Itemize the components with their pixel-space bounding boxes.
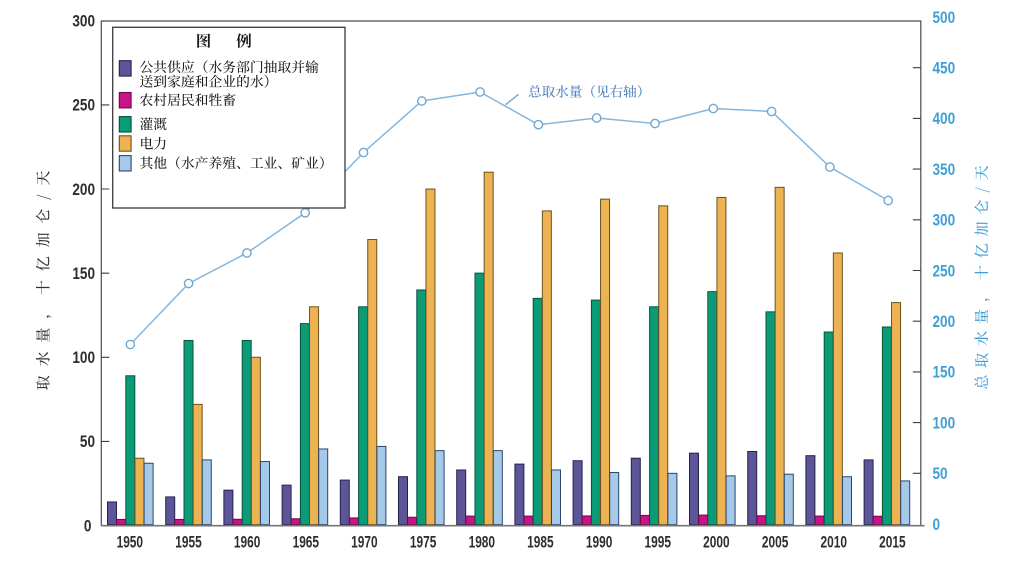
svg-text:150: 150 (933, 363, 956, 382)
svg-text:300: 300 (72, 12, 95, 31)
svg-text:图: 图 (196, 30, 212, 52)
svg-text:50: 50 (933, 465, 948, 484)
svg-text:总取水量，十亿加仑/天: 总取水量，十亿加仑/天 (971, 158, 992, 389)
svg-text:取水量，十亿加仑/天: 取水量，十亿加仑/天 (33, 162, 54, 390)
svg-text:200: 200 (72, 180, 95, 199)
svg-text:500: 500 (933, 8, 956, 27)
svg-text:2015: 2015 (879, 534, 905, 553)
svg-text:1985: 1985 (527, 534, 553, 553)
svg-text:其他（水产养殖、工业、矿业）: 其他（水产养殖、工业、矿业） (140, 152, 333, 172)
svg-text:0: 0 (84, 517, 92, 536)
svg-text:200: 200 (933, 313, 956, 332)
svg-text:例: 例 (236, 30, 252, 52)
svg-text:300: 300 (933, 211, 956, 230)
svg-text:电力: 电力 (140, 132, 168, 152)
svg-text:50: 50 (80, 433, 95, 452)
svg-text:总取水量（见右轴）: 总取水量（见右轴） (528, 81, 650, 101)
svg-text:农村居民和牲畜: 农村居民和牲畜 (140, 89, 237, 109)
svg-text:250: 250 (933, 262, 956, 281)
svg-text:公共供应（水务部门抽取并输: 公共供应（水务部门抽取并输 (140, 56, 320, 76)
svg-text:350: 350 (933, 161, 956, 180)
svg-text:1950: 1950 (117, 534, 143, 553)
svg-text:150: 150 (72, 265, 95, 284)
svg-text:1995: 1995 (644, 534, 670, 553)
svg-text:1965: 1965 (293, 534, 319, 553)
svg-text:2005: 2005 (762, 534, 788, 553)
svg-text:100: 100 (933, 414, 956, 433)
svg-text:2000: 2000 (703, 534, 729, 553)
svg-text:450: 450 (933, 59, 956, 78)
svg-text:1970: 1970 (351, 534, 377, 553)
svg-text:2010: 2010 (820, 534, 846, 553)
svg-text:1960: 1960 (234, 534, 260, 553)
svg-text:灌溉: 灌溉 (140, 113, 168, 133)
svg-text:送到家庭和企业的水）: 送到家庭和企业的水） (140, 70, 278, 90)
svg-text:1980: 1980 (469, 534, 495, 553)
svg-text:1975: 1975 (410, 534, 436, 553)
svg-text:100: 100 (72, 349, 95, 368)
svg-text:0: 0 (933, 515, 941, 534)
svg-text:400: 400 (933, 110, 956, 129)
svg-text:250: 250 (72, 96, 95, 115)
svg-text:1955: 1955 (175, 534, 201, 553)
svg-text:1990: 1990 (586, 534, 612, 553)
